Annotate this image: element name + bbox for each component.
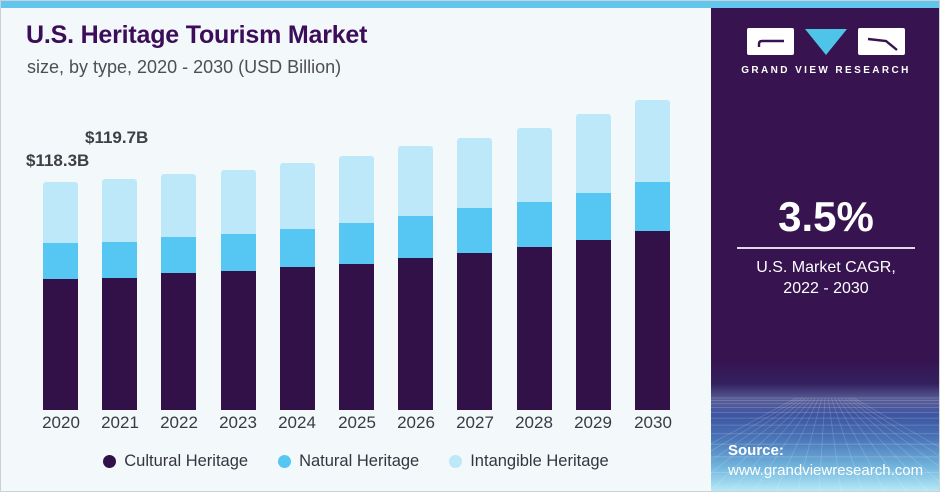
cagr-label-line1: U.S. Market CAGR, [756,259,896,277]
legend-dot-icon [103,455,117,468]
chart-subtitle: size, by type, 2020 - 2030 (USD Billion) [27,57,342,77]
source-block: Source: www.grandviewresearch.com [728,442,923,479]
x-axis-label-2030: 2030 [634,413,672,432]
bar-2027-natural-heritage-segment [457,208,492,253]
cagr-divider [737,247,915,250]
cagr-value: 3.5% [778,193,874,240]
cagr-label-line2: 2022 - 2030 [783,279,869,297]
top-accent-bar [1,1,939,8]
bar-2029-natural-heritage-segment [576,193,611,240]
x-axis-label-2029: 2029 [574,413,612,432]
logo-g-mark-icon [747,28,794,55]
bar-2030-intangible-heritage-segment [635,100,670,182]
bar-2024-intangible-heritage-segment [280,163,315,229]
logo-v-triangle-icon [805,28,847,55]
bar-2020 [43,182,78,410]
bar-2025-intangible-heritage-segment [339,156,374,223]
bar-2028-natural-heritage-segment [517,202,552,247]
sidebar: GRAND VIEW RESEARCH 3.5% U.S. Market CAG… [711,8,939,491]
source-label: Source: [728,442,784,459]
bar-2029-cultural-heritage-segment [576,240,611,410]
legend-item-intangible-heritage: Intangible Heritage [449,452,609,471]
bar-2023-cultural-heritage-segment [221,271,256,410]
bar-2028-intangible-heritage-segment [517,128,552,202]
bar-2022-cultural-heritage-segment [161,273,196,410]
bar-2022 [161,174,196,410]
bar-2020-cultural-heritage-segment [43,279,78,410]
bar-2021-natural-heritage-segment [102,242,137,278]
grand-view-research-logo [711,28,939,55]
bar-2024-natural-heritage-segment [280,229,315,267]
x-axis-label-2024: 2024 [278,413,316,432]
bar-2023 [221,170,256,410]
legend: Cultural Heritage Natural Heritage Intangi… [1,452,711,471]
bar-2030-natural-heritage-segment [635,182,670,231]
bar-2023-natural-heritage-segment [221,234,256,271]
x-axis-label-2022: 2022 [160,413,198,432]
mesh-gradient-footer: Source: www.grandviewresearch.com [711,360,939,491]
bar-2026 [398,146,433,410]
bar-2030-cultural-heritage-segment [635,231,670,410]
legend-label: Cultural Heritage [124,452,249,470]
bar-2023-intangible-heritage-segment [221,170,256,234]
bar-2022-natural-heritage-segment [161,237,196,273]
logo-r-mark-icon [858,28,905,55]
chart-title: U.S. Heritage Tourism Market [26,21,368,49]
x-axis-label-2023: 2023 [219,413,257,432]
bar-2021 [102,179,137,410]
bar-2024 [280,163,315,410]
x-axis-label-2026: 2026 [397,413,435,432]
bar-2029 [576,114,611,410]
bar-2027 [457,138,492,410]
bar-2022-intangible-heritage-segment [161,174,196,237]
bar-2025-cultural-heritage-segment [339,264,374,410]
legend-item-natural-heritage: Natural Heritage [278,452,419,471]
bar-2021-intangible-heritage-segment [102,179,137,242]
bar-2030 [635,100,670,410]
bar-2020-natural-heritage-segment [43,243,78,279]
bar-2026-cultural-heritage-segment [398,258,433,410]
legend-dot-icon [278,455,292,468]
bar-2025 [339,156,374,410]
bar-2028-cultural-heritage-segment [517,247,552,410]
bar-2025-natural-heritage-segment [339,223,374,264]
cagr-label: U.S. Market CAGR, 2022 - 2030 [711,258,939,300]
legend-dot-icon [449,455,463,468]
bar-2024-cultural-heritage-segment [280,267,315,410]
cagr-block: 3.5% U.S. Market CAGR, 2022 - 2030 [711,193,939,300]
chart-panel: U.S. Heritage Tourism Market size, by ty… [1,8,711,491]
brand-name: GRAND VIEW RESEARCH [741,65,911,76]
x-axis-label-2028: 2028 [515,413,553,432]
bar-2020-intangible-heritage-segment [43,182,78,243]
bar-2026-natural-heritage-segment [398,216,433,258]
data-label-2021: $119.7B [85,128,149,147]
legend-item-cultural-heritage: Cultural Heritage [103,452,248,471]
bar-2026-intangible-heritage-segment [398,146,433,216]
bar-2027-cultural-heritage-segment [457,253,492,410]
bar-2021-cultural-heritage-segment [102,278,137,410]
data-label-2020: $118.3B [26,151,90,170]
source-url: www.grandviewresearch.com [728,462,924,479]
x-axis-label-2021: 2021 [101,413,139,432]
legend-label: Natural Heritage [299,452,420,470]
x-axis-label-2027: 2027 [456,413,494,432]
x-axis-label-2025: 2025 [338,413,376,432]
bar-2028 [517,128,552,410]
x-axis-label-2020: 2020 [42,413,80,432]
bar-2029-intangible-heritage-segment [576,114,611,193]
legend-label: Intangible Heritage [470,452,609,470]
bar-2027-intangible-heritage-segment [457,138,492,208]
